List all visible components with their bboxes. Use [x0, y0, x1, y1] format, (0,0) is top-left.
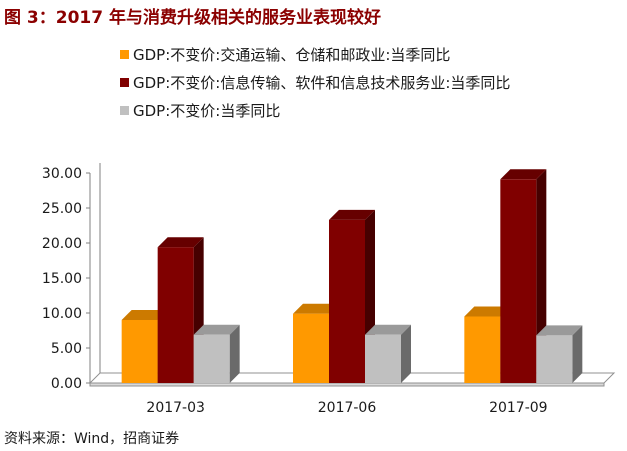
legend-swatch-transport — [120, 49, 129, 59]
legend-swatch-gdp — [120, 105, 129, 115]
bar — [464, 316, 501, 383]
bar-top — [365, 324, 411, 335]
legend-item-it: GDP:不变价:信息传输、软件和信息技术服务业:当季同比 — [120, 68, 510, 96]
bar-top — [329, 209, 375, 220]
bar-side — [401, 324, 411, 383]
legend-item-gdp: GDP:不变价:当季同比 — [120, 96, 510, 124]
bar-top — [536, 325, 583, 336]
legend-label-gdp: GDP:不变价:当季同比 — [133, 101, 281, 120]
bar-top — [500, 169, 547, 180]
legend-swatch-it — [120, 77, 129, 87]
legend-label-transport: GDP:不变价:交通运输、仓储和邮政业:当季同比 — [133, 45, 451, 64]
x-tick-label: 2017-09 — [489, 400, 548, 416]
bar — [193, 334, 230, 383]
bar-top — [464, 306, 511, 317]
bar — [157, 247, 194, 383]
chart-title: 图 3：2017 年与消费升级相关的服务业表现较好 — [4, 8, 381, 28]
bar — [365, 334, 401, 383]
bar — [536, 335, 573, 383]
bar — [121, 320, 158, 383]
bar-top — [157, 237, 204, 248]
y-tick-label: 5.00 — [51, 341, 82, 357]
y-tick-label: 0.00 — [51, 376, 82, 392]
y-tick-label: 25.00 — [42, 201, 82, 217]
bar — [329, 219, 365, 383]
chart-legend: GDP:不变价:交通运输、仓储和邮政业:当季同比 GDP:不变价:信息传输、软件… — [120, 40, 510, 124]
source-note: 资料来源：Wind，招商证券 — [4, 431, 180, 447]
x-tick-label: 2017-06 — [318, 400, 377, 416]
legend-item-transport: GDP:不变价:交通运输、仓储和邮政业:当季同比 — [120, 40, 510, 68]
legend-label-it: GDP:不变价:信息传输、软件和信息技术服务业:当季同比 — [133, 73, 511, 92]
chart-floor-edge — [89, 382, 605, 387]
bar — [500, 179, 537, 383]
y-tick-label: 10.00 — [42, 306, 82, 322]
bar-top — [293, 303, 339, 314]
bar-side — [572, 325, 583, 383]
bar-top — [121, 310, 168, 320]
y-tick-label: 15.00 — [42, 271, 82, 287]
bar — [293, 313, 329, 383]
bar-top — [193, 324, 240, 335]
y-tick-label: 30.00 — [42, 166, 82, 182]
bar-side — [229, 324, 240, 383]
x-tick-label: 2017-03 — [146, 400, 205, 416]
y-tick-label: 20.00 — [42, 236, 82, 252]
